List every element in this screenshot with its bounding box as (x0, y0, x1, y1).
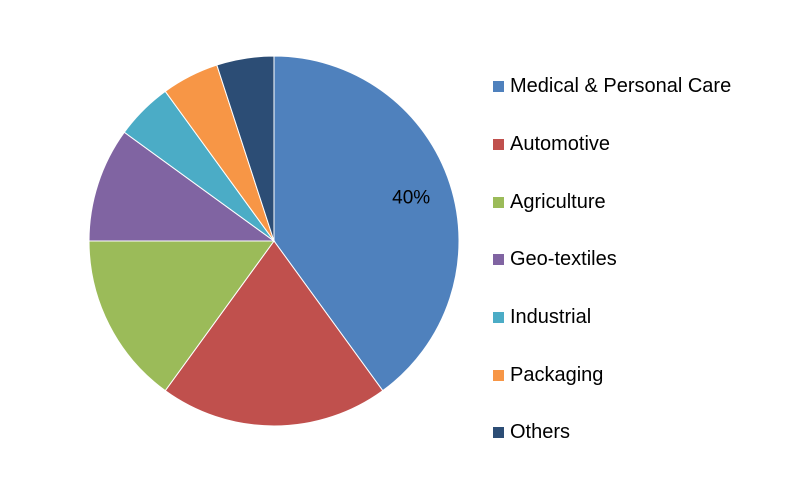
data-label-medical-and-personal-care: 40% (392, 187, 430, 208)
legend-label: Others (510, 421, 571, 444)
legend-item-medical-and-personal-care: Medical & Personal Care (493, 58, 731, 116)
legend-swatch (493, 427, 504, 439)
legend-swatch (493, 81, 504, 93)
legend-item-packaging: Packaging (493, 346, 731, 404)
legend-item-others: Others (493, 404, 731, 462)
legend-swatch (493, 369, 504, 381)
pie-slice-others (216, 55, 275, 242)
legend-item-automotive: Automotive (493, 116, 731, 174)
legend-swatch (493, 139, 504, 151)
pie-slice-geo-textiles (88, 131, 276, 242)
legend-label: Medical & Personal Care (510, 75, 732, 98)
legend-label: Packaging (510, 363, 604, 386)
legend-label: Geo-textiles (510, 248, 617, 271)
legend-item-geo-textiles: Geo-textiles (493, 231, 731, 289)
chart-legend: Medical & Personal Care Automotive Agricul… (493, 58, 731, 462)
legend-swatch (493, 196, 504, 208)
pie-slice-agriculture (88, 240, 275, 392)
pie-slices (88, 55, 460, 427)
pie-data-labels: 40% (392, 187, 430, 208)
legend-item-industrial: Industrial (493, 289, 731, 347)
legend-label: Automotive (510, 133, 611, 156)
legend-swatch (493, 312, 504, 324)
legend-swatch (493, 254, 504, 266)
pie-slice-medical-and-personal-care (273, 55, 460, 392)
pie-slice-automotive (164, 240, 384, 427)
legend-label: Industrial (510, 306, 592, 329)
legend-label: Agriculture (510, 190, 606, 213)
legend-item-agriculture: Agriculture (493, 173, 731, 231)
